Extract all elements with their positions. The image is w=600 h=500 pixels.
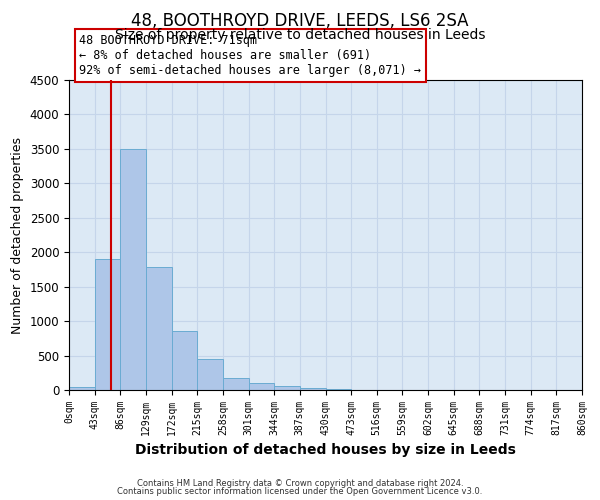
Text: Contains HM Land Registry data © Crown copyright and database right 2024.: Contains HM Land Registry data © Crown c… xyxy=(137,478,463,488)
Bar xyxy=(95,259,121,390)
Text: Size of property relative to detached houses in Leeds: Size of property relative to detached ho… xyxy=(115,28,485,42)
Text: 48 BOOTHROYD DRIVE: 71sqm
← 8% of detached houses are smaller (691)
92% of semi-: 48 BOOTHROYD DRIVE: 71sqm ← 8% of detach… xyxy=(79,34,421,77)
Text: 48, BOOTHROYD DRIVE, LEEDS, LS6 2SA: 48, BOOTHROYD DRIVE, LEEDS, LS6 2SA xyxy=(131,12,469,30)
Bar xyxy=(274,386,300,390)
Bar xyxy=(223,378,248,390)
Bar xyxy=(69,386,95,390)
Bar xyxy=(300,388,325,390)
Bar xyxy=(172,332,197,390)
Bar xyxy=(248,383,274,390)
Text: Contains public sector information licensed under the Open Government Licence v3: Contains public sector information licen… xyxy=(118,487,482,496)
X-axis label: Distribution of detached houses by size in Leeds: Distribution of detached houses by size … xyxy=(135,444,516,458)
Bar xyxy=(325,388,351,390)
Bar xyxy=(197,359,223,390)
Bar xyxy=(146,268,172,390)
Y-axis label: Number of detached properties: Number of detached properties xyxy=(11,136,24,334)
Bar xyxy=(121,149,146,390)
